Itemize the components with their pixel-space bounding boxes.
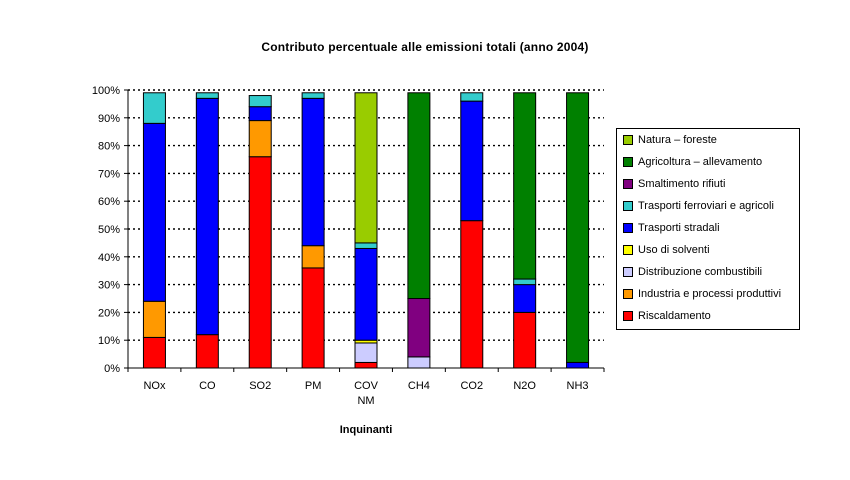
x-tick-label: SO2 (249, 380, 271, 392)
y-tick-label: 60% (98, 196, 120, 208)
bar-segment (566, 92, 590, 363)
x-tick-label: CO (199, 380, 216, 392)
legend-swatch (623, 179, 633, 189)
bar-segment (301, 267, 325, 369)
legend-item: Trasporti stradali (623, 221, 720, 235)
legend-label: Distribuzione combustibili (638, 266, 763, 278)
bar-segment (248, 156, 272, 369)
legend-label: Agricoltura – allevamento (638, 156, 763, 168)
y-tick-label: 20% (98, 307, 120, 319)
chart-title: Contributo percentuale alle emissioni to… (261, 40, 589, 54)
legend-item: Agricoltura – allevamento (623, 155, 762, 169)
legend-label: Riscaldamento (638, 310, 711, 322)
bar-segment (407, 356, 431, 369)
legend-swatch (623, 289, 633, 299)
bars (142, 92, 590, 369)
legend-item: Industria e processi produttivi (623, 287, 781, 301)
bar-segment (513, 278, 537, 286)
bar-segment (301, 245, 325, 269)
y-tick-label: 90% (98, 113, 120, 125)
legend-item: Uso di solventi (623, 243, 710, 257)
bar-segment (248, 120, 272, 158)
y-tick-labels: 0% 10% 20% 30% 40% 50% 60% 70% 80% 90% 100% (92, 85, 120, 375)
bar-segment (354, 361, 378, 369)
bar-segment (460, 100, 484, 222)
y-tick-label: 0% (104, 363, 120, 375)
legend-label: Uso di solventi (638, 244, 710, 256)
bar-segment (407, 92, 431, 299)
bar-segment (354, 342, 378, 363)
bar-segment (248, 95, 272, 108)
legend-label: Trasporti ferroviari e agricoli (638, 200, 774, 212)
legend-swatch (623, 201, 633, 211)
bar-segment (407, 298, 431, 358)
x-tick-label: NOx (143, 380, 166, 392)
bar-segment (142, 300, 166, 338)
bar-segment (566, 361, 590, 369)
bar-segment (513, 311, 537, 369)
legend-swatch (623, 135, 633, 145)
bar-segment (513, 92, 537, 280)
x-tick-label: N2O (513, 380, 536, 392)
x-tick-labels: NOx CO SO2 PM COV NM CH4 CO2 N2O NH3 (143, 380, 588, 407)
y-tick-label: 40% (98, 252, 120, 264)
legend-swatch (623, 223, 633, 233)
legend-label: Industria e processi produttivi (638, 288, 782, 300)
bar-segment (354, 242, 378, 249)
legend-label: Trasporti stradali (638, 222, 720, 234)
legend-item: Riscaldamento (623, 309, 711, 323)
y-tick-label: 10% (98, 335, 120, 347)
bar-segment (195, 334, 219, 369)
y-tick-label: 50% (98, 224, 120, 236)
bar-segment (195, 97, 219, 336)
x-tick-label: PM (305, 380, 322, 392)
x-tick-label: CO2 (460, 380, 483, 392)
legend-item: Smaltimento rifiuti (623, 177, 725, 191)
y-tick-label: 30% (98, 280, 120, 292)
legend: Natura – foreste Agricoltura – allevament… (616, 128, 800, 330)
legend-item: Trasporti ferroviari e agricoli (623, 199, 774, 213)
bar-segment (460, 92, 484, 102)
legend-label: Natura – foreste (638, 134, 717, 146)
bar-segment (460, 220, 484, 369)
bar-segment (142, 336, 166, 369)
legend-swatch (623, 267, 633, 277)
bar-segment (142, 92, 166, 124)
y-tick-label: 70% (98, 168, 120, 180)
legend-swatch (623, 157, 633, 167)
y-tick-label: 80% (98, 141, 120, 153)
bar-segment (248, 106, 272, 122)
bar-segment (301, 97, 325, 247)
bar-segment (354, 92, 378, 244)
bar-segment (354, 247, 378, 341)
legend-item: Distribuzione combustibili (623, 265, 762, 279)
x-tick-label: COV (354, 380, 379, 392)
x-axis-label: Inquinanti (339, 424, 393, 436)
x-tick-label: CH4 (408, 380, 430, 392)
bar-segment (195, 92, 219, 99)
legend-swatch (623, 311, 633, 321)
bar-segment (513, 284, 537, 313)
bar-segment (301, 92, 325, 99)
x-tick-label: NH3 (567, 380, 589, 392)
legend-swatch (623, 245, 633, 255)
axes (124, 89, 605, 372)
y-tick-label: 100% (92, 85, 120, 97)
legend-label: Smaltimento rifiuti (638, 178, 726, 190)
x-tick-label: NM (357, 395, 374, 407)
bar-segment (142, 122, 166, 302)
legend-item: Natura – foreste (623, 133, 717, 147)
